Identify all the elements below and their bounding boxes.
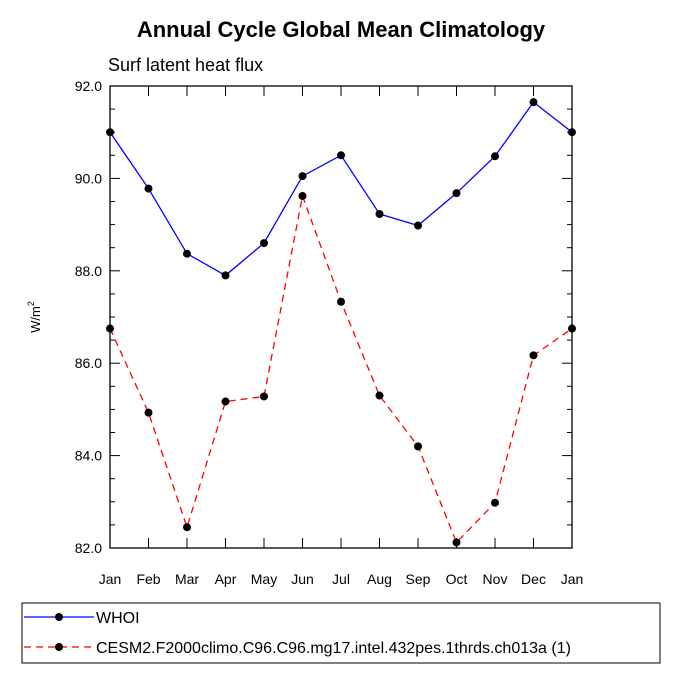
y-axis-label-superscript: 2 [26, 301, 36, 306]
y-axis-label-text: W/m [28, 306, 43, 333]
legend-label: WHOI [96, 610, 140, 627]
series-line-1 [109, 193, 573, 544]
y-tick-label: 90.0 [75, 170, 102, 186]
data-point [337, 151, 345, 160]
series-layer [106, 98, 576, 547]
y-axis-label: W/m2 [26, 301, 43, 333]
x-tick-label: Aug [367, 571, 392, 587]
y-tick-label: 82.0 [75, 540, 102, 556]
data-point [452, 538, 461, 547]
legend-label: CESM2.F2000climo.C96.C96.mg17.intel.432p… [96, 640, 571, 657]
chart-subtitle: Surf latent heat flux [108, 55, 263, 75]
data-point [221, 397, 230, 406]
data-point [221, 271, 230, 280]
series-line-0 [109, 101, 573, 277]
legend-item-0: WHOI [24, 610, 140, 627]
x-tick-label: Jan [99, 571, 122, 587]
data-point [375, 391, 384, 400]
legend-box [21, 602, 661, 664]
x-tick-label: Jun [291, 571, 314, 587]
data-point [183, 249, 191, 258]
data-point [529, 98, 538, 107]
data-point [375, 209, 384, 218]
data-point [144, 184, 153, 193]
x-tick-label: Apr [215, 571, 237, 587]
legend-item-1: CESM2.F2000climo.C96.C96.mg17.intel.432p… [24, 640, 571, 657]
y-tick-label: 88.0 [75, 263, 102, 279]
data-point [529, 351, 538, 360]
legend-swatch-marker [55, 643, 63, 651]
data-point [414, 442, 422, 451]
x-tick-label: Feb [136, 571, 160, 587]
x-tick-label: May [251, 571, 277, 587]
y-axis-labels: 82.0 84.0 86.0 88.0 90.0 92.0 [75, 78, 102, 556]
y-tick-label: 86.0 [75, 355, 102, 371]
data-point [568, 324, 576, 333]
x-tick-label: Sep [406, 571, 431, 587]
data-point [491, 152, 499, 161]
data-point [144, 408, 153, 417]
x-axis-labels: Jan Feb Mar Apr May Jun Jul Aug Sep Oct Nov Dec Jan [99, 571, 584, 587]
x-tick-label: Jul [332, 571, 350, 587]
data-point [568, 128, 576, 137]
x-tick-label: Nov [483, 571, 508, 587]
data-point [260, 239, 268, 248]
data-point [298, 191, 307, 200]
data-point [183, 523, 191, 532]
data-point [491, 498, 499, 507]
x-tick-label: Dec [521, 571, 546, 587]
data-point [414, 221, 422, 230]
data-point [106, 324, 114, 333]
x-tick-label: Mar [175, 571, 199, 587]
chart-title: Annual Cycle Global Mean Climatology [137, 17, 546, 42]
data-point [260, 392, 268, 401]
legend-swatch-marker [55, 613, 63, 621]
data-point [337, 297, 345, 306]
plot-frame [109, 85, 573, 549]
y-tick-label: 92.0 [75, 78, 102, 94]
x-tick-label: Jan [561, 571, 584, 587]
data-point [452, 189, 461, 198]
x-tick-label: Oct [446, 571, 468, 587]
data-point [106, 128, 114, 137]
data-point [298, 172, 307, 181]
y-tick-label: 84.0 [75, 448, 102, 464]
